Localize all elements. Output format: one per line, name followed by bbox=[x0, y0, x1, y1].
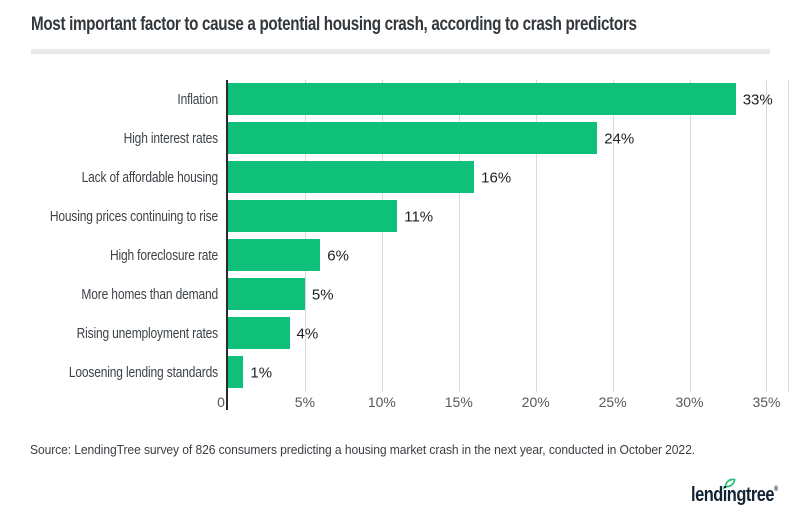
category-label: High interest rates bbox=[123, 130, 218, 147]
bar-row: 16% bbox=[228, 158, 788, 197]
x-tick-label: 5% bbox=[294, 394, 316, 410]
bar-row: 24% bbox=[228, 119, 788, 158]
logo-text: lendingtree® bbox=[691, 484, 778, 507]
category-label: Inflation bbox=[177, 91, 218, 108]
category-label: Housing prices continuing to rise bbox=[49, 208, 218, 225]
x-tick-label: 30% bbox=[675, 394, 704, 410]
gridline bbox=[689, 80, 691, 392]
bar bbox=[228, 122, 598, 154]
lendingtree-logo: lendingtree® bbox=[691, 478, 797, 508]
bar-row: 5% bbox=[228, 275, 788, 314]
logo-wordmark: lendingtree bbox=[691, 484, 774, 506]
value-label: 6% bbox=[327, 247, 349, 264]
value-label: 4% bbox=[296, 325, 319, 342]
registered-mark: ® bbox=[773, 486, 778, 493]
value-label: 11% bbox=[404, 208, 434, 225]
category-label: Lack of affordable housing bbox=[81, 169, 219, 186]
bar-row: 11% bbox=[228, 197, 788, 236]
bar-row: 1% bbox=[228, 353, 788, 392]
x-tick-label: 35% bbox=[752, 394, 781, 410]
value-label: 16% bbox=[481, 169, 512, 186]
title-divider bbox=[31, 49, 770, 54]
bar bbox=[228, 200, 398, 232]
bar bbox=[228, 317, 290, 349]
source-note: Source: LendingTree survey of 826 consum… bbox=[30, 442, 695, 457]
x-tick-label: 20% bbox=[521, 394, 550, 410]
gridline bbox=[788, 80, 789, 392]
x-tick-label: 25% bbox=[598, 394, 627, 410]
value-label: 24% bbox=[604, 130, 635, 147]
gridline bbox=[458, 80, 460, 392]
bar-row: 4% bbox=[228, 314, 788, 353]
bar bbox=[228, 356, 244, 388]
x-axis-line bbox=[226, 80, 228, 410]
category-label: High foreclosure rate bbox=[109, 247, 218, 264]
value-label: 5% bbox=[311, 286, 334, 303]
leaf-icon bbox=[723, 478, 736, 490]
x-tick-label: 0 bbox=[217, 394, 225, 410]
chart-title: Most important factor to cause a potenti… bbox=[31, 14, 637, 35]
bar bbox=[228, 83, 736, 115]
gridline bbox=[381, 80, 383, 392]
bar bbox=[228, 278, 305, 310]
x-tick-label: 15% bbox=[444, 394, 473, 410]
gridline bbox=[612, 80, 614, 392]
gridline bbox=[766, 80, 768, 392]
gridline bbox=[304, 80, 306, 392]
bar-chart: Inflation High interest rates Lack of affo… bbox=[0, 80, 800, 414]
x-tick-label: 10% bbox=[367, 394, 396, 410]
bar-row: 6% bbox=[228, 236, 788, 275]
category-axis: Inflation High interest rates Lack of affo… bbox=[0, 80, 218, 392]
bar bbox=[228, 239, 321, 271]
bar-row: 33% bbox=[228, 80, 788, 119]
gridline bbox=[535, 80, 537, 392]
category-label: Rising unemployment rates bbox=[76, 325, 219, 342]
value-label: 33% bbox=[742, 91, 773, 108]
bar bbox=[228, 161, 475, 193]
category-label: Loosening lending standards bbox=[68, 364, 218, 381]
value-label: 1% bbox=[250, 364, 273, 381]
category-label: More homes than demand bbox=[81, 286, 218, 303]
plot-area: 33% 24% 16% 11% 6% 5% 4% 1% 0 5% 10% 15% 20% 25% 30% 35… bbox=[217, 80, 789, 410]
